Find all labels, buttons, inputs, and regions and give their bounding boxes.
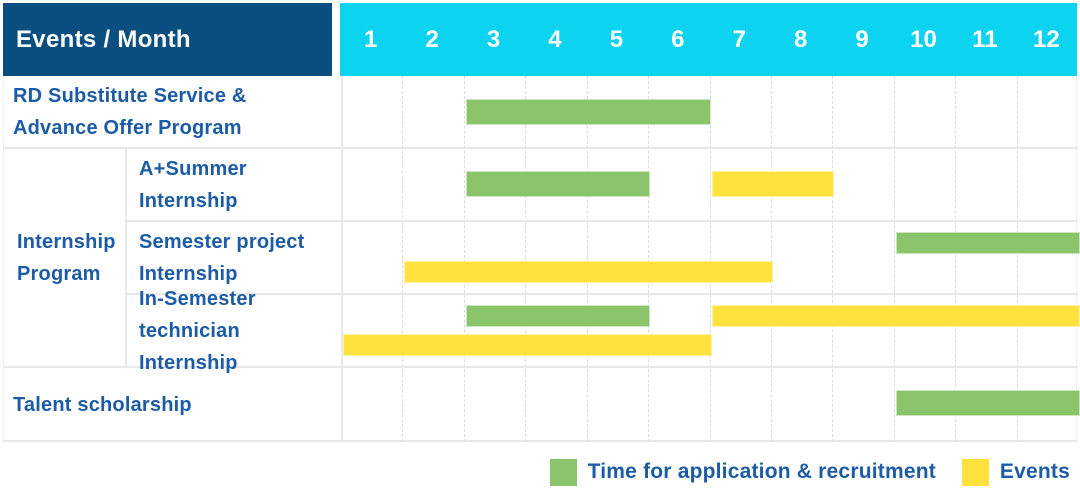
gantt-bar-event — [711, 171, 835, 197]
gantt-bar-application — [465, 99, 712, 125]
row-label-line: Advance Offer Program — [13, 117, 242, 139]
month-header-row: 1 2 3 4 5 6 7 8 9 10 11 12 — [340, 3, 1077, 76]
row-label-line: A+Summer — [139, 157, 247, 180]
gantt-bar-event — [404, 261, 773, 283]
label-column-divider — [341, 76, 343, 442]
month-gridline — [525, 76, 527, 442]
row-divider — [125, 220, 1078, 222]
month-gridline — [832, 76, 834, 442]
group-label-internship-program: Internship Program — [17, 148, 122, 367]
gantt-body: RD Substitute Service & Advance Offer Pr… — [3, 76, 1080, 442]
row-label-semester-project: Semester project Internship — [139, 221, 334, 294]
month-label: 1 — [364, 25, 378, 53]
sub-column-divider — [125, 148, 127, 367]
gantt-lane — [343, 221, 1080, 294]
month-gridline — [586, 76, 588, 442]
row-label-line: RD Substitute Service & — [13, 85, 247, 107]
row-label-rd-substitute: RD Substitute Service & Advance Offer Pr… — [13, 76, 333, 148]
month-gridline — [955, 76, 957, 442]
month-label: 2 — [425, 25, 439, 53]
gantt-lane — [343, 367, 1080, 442]
page-title: Events / Month — [16, 25, 191, 53]
row-label-line: Talent scholarship — [13, 393, 192, 416]
legend-swatch-application — [549, 458, 577, 486]
month-label: 9 — [855, 25, 869, 53]
gantt-bar-application — [465, 171, 651, 197]
gantt-lane — [343, 294, 1080, 367]
month-label: 10 — [910, 25, 937, 53]
month-label: 6 — [671, 25, 685, 53]
month-gridline — [709, 76, 711, 442]
month-gridline — [463, 76, 465, 442]
row-divider — [4, 147, 1078, 149]
month-gridline — [770, 76, 772, 442]
row-divider — [4, 366, 1078, 368]
month-gridline — [402, 76, 404, 442]
row-label-line: Internship — [139, 262, 238, 285]
month-label: 3 — [486, 25, 501, 53]
group-label-line: Internship — [17, 230, 116, 253]
month-label: 11 — [972, 25, 998, 53]
month-gridline — [1016, 76, 1018, 442]
gantt-bar-event — [343, 334, 712, 356]
row-label-line: Internship — [139, 189, 238, 212]
month-label: 8 — [793, 25, 808, 53]
gantt-lane — [343, 148, 1080, 221]
row-label-line: technician Internship — [139, 319, 240, 374]
month-label: 12 — [1033, 25, 1060, 53]
legend-swatch-events — [961, 458, 989, 486]
legend: Time for application & recruitment Event… — [549, 452, 1070, 492]
gantt-bar-application — [895, 232, 1080, 254]
legend-label-events: Events — [999, 460, 1070, 483]
month-label: 7 — [732, 25, 746, 53]
month-label: 5 — [609, 25, 624, 53]
events-month-header-cell: Events / Month — [3, 3, 332, 76]
gantt-bar-application — [895, 390, 1080, 416]
month-label: 4 — [548, 25, 562, 53]
row-label-a-plus-summer: A+Summer Internship — [139, 148, 334, 221]
row-label-line: In-Semester — [139, 287, 256, 310]
gantt-bar-event — [711, 305, 1080, 327]
row-label-in-semester-technician: In-Semester technician Internship — [139, 288, 339, 374]
month-gridline — [893, 76, 895, 442]
legend-label-application: Time for application & recruitment — [587, 460, 936, 483]
gantt-bar-application — [465, 305, 651, 327]
month-gridline — [648, 76, 650, 442]
row-label-talent-scholarship: Talent scholarship — [13, 367, 333, 442]
gantt-lane — [343, 76, 1080, 148]
group-label-line: Program — [17, 262, 101, 285]
row-divider — [125, 293, 1078, 295]
row-label-line: Semester project — [139, 230, 305, 253]
